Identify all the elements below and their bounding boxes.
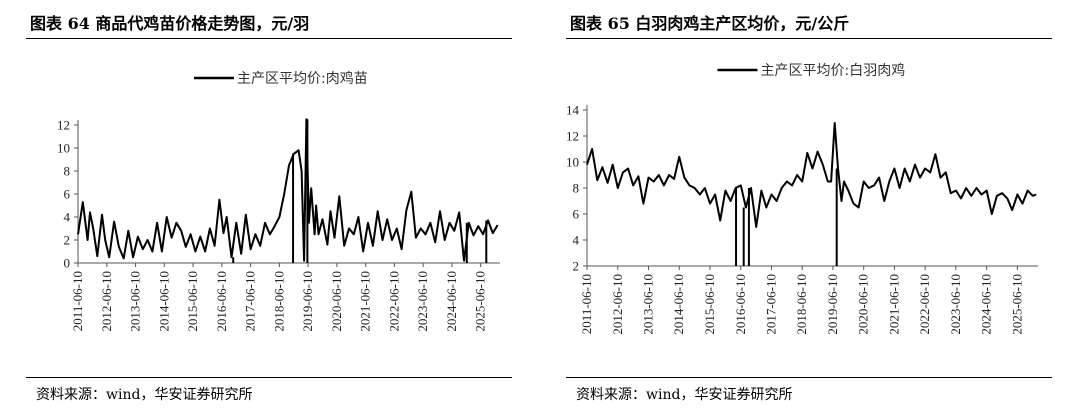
figure-title: 图表 65 白羽肉鸡主产区均价，元/公斤 [570,14,850,33]
x-tick-label: 2012-06-10 [610,274,625,335]
y-tick-label: 14 [566,103,580,118]
series-line [77,118,499,262]
x-tick-label: 2017-06-10 [243,271,258,332]
chart-panel-right: 图表 65 白羽肉鸡主产区均价，元/公斤 主产区平均价:白羽肉鸡 2 4 6 8 10 12… [540,0,1080,420]
x-tick-label: 2017-06-10 [763,274,778,335]
x-tick-label: 2014-06-10 [671,274,686,335]
x-tick-label: 2024-06-10 [979,274,994,335]
x-tick-label: 2024-06-10 [444,271,459,332]
y-tick-label: 0 [64,256,71,271]
x-tick-label: 2016-06-10 [214,271,229,332]
x-tick-label: 2020-06-10 [856,274,871,335]
series-line [586,122,1037,228]
y-tick-label: 12 [57,118,70,133]
x-tick-label: 2022-06-10 [386,271,401,332]
y-tick-label: 4 [64,210,71,225]
y-tick-label: 10 [566,155,579,170]
source-rule [566,377,1052,378]
legend-label: 主产区平均价:白羽肉鸡 [761,62,906,79]
y-tick-label: 2 [64,233,71,248]
x-tick-label: 2019-06-10 [300,271,315,332]
y-tick-label: 2 [573,259,580,274]
chart-panel-left: 图表 64 商品代鸡苗价格走势图，元/羽 主产区平均价:肉鸡苗 0 2 4 6 8 10 12… [26,14,512,403]
x-tick-label: 2023-06-10 [415,271,430,332]
x-tick-label: 2023-06-10 [948,274,963,335]
x-tick-label: 2012-06-10 [99,271,114,332]
x-tick-label: 2015-06-10 [702,274,717,335]
y-tick-label: 8 [573,181,580,196]
x-tick-label: 2025-06-10 [473,271,488,332]
y-tick-label: 8 [64,164,71,179]
x-tick-label: 2025-06-10 [1009,274,1024,335]
source-note: 资料来源：wind，华安证券研究所 [576,387,793,403]
x-tick-label: 2011-06-10 [70,271,85,331]
x-tick-label: 2016-06-10 [733,274,748,335]
y-tick-label: 6 [573,207,580,222]
x-tick-label: 2014-06-10 [156,271,171,332]
chart-chick-price: 主产区平均价:肉鸡苗 0 2 4 6 8 10 12 2011-06-10 2012-06-10 2… [57,70,500,332]
y-tick-label: 4 [573,233,580,248]
x-tick-label: 2018-06-10 [794,274,809,335]
y-tick-label: 12 [566,129,579,144]
y-tick-label: 10 [57,141,70,156]
source-rule [26,377,512,378]
x-tick-label: 2013-06-10 [128,271,143,332]
x-tick-label: 2011-06-10 [579,274,594,334]
y-tick-label: 6 [64,187,71,202]
x-tick-label: 2015-06-10 [185,271,200,332]
chart-broiler-price: 主产区平均价:白羽肉鸡 2 4 6 8 10 12 14 2011-06-10 2012-06-1… [566,62,1038,335]
title-rule [26,38,512,39]
legend-label: 主产区平均价:肉鸡苗 [237,70,368,87]
x-tick-label: 2019-06-10 [825,274,840,335]
title-rule [566,38,1052,39]
x-tick-label: 2021-06-10 [886,274,901,335]
figure-title: 图表 64 商品代鸡苗价格走势图，元/羽 [30,14,310,33]
source-note: 资料来源：wind，华安证券研究所 [36,387,253,403]
x-tick-label: 2021-06-10 [358,271,373,332]
x-tick-label: 2018-06-10 [271,271,286,332]
x-tick-label: 2013-06-10 [641,274,656,335]
x-tick-label: 2020-06-10 [329,271,344,332]
x-tick-label: 2022-06-10 [917,274,932,335]
